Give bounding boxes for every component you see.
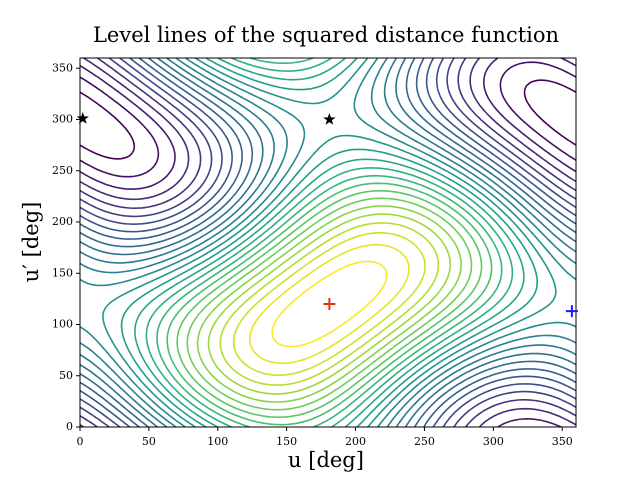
x-tick-label: 200	[345, 435, 366, 448]
x-tick-label: 100	[207, 435, 228, 448]
contour-line	[80, 58, 576, 427]
contour-line	[80, 58, 576, 427]
contour-line	[207, 213, 451, 395]
contour-line	[156, 58, 503, 427]
contour-line	[80, 58, 576, 427]
x-tick-label: 250	[414, 435, 435, 448]
contour-line	[232, 232, 426, 376]
y-tick-label: 100	[52, 318, 73, 331]
y-tick-label: 250	[52, 164, 73, 177]
contour-line	[80, 58, 576, 427]
contour-line	[120, 58, 538, 427]
y-tick-label: 350	[52, 61, 73, 74]
contour-line	[176, 190, 483, 418]
y-tick-label: 200	[52, 215, 73, 228]
plot-frame	[79, 57, 577, 428]
contour-line	[166, 182, 493, 426]
contour-line	[80, 58, 576, 427]
contour-line	[80, 58, 576, 427]
contour-line	[196, 205, 462, 403]
contour-line	[80, 58, 576, 427]
y-axis-label: u′ [deg]	[19, 202, 43, 283]
contour-line	[80, 61, 576, 178]
y-tick-label: 50	[59, 369, 73, 382]
star-marker	[323, 113, 336, 125]
contour-line	[186, 197, 473, 411]
x-tick-label: 0	[77, 435, 84, 448]
contour-line	[145, 58, 514, 427]
x-tick-label: 300	[483, 435, 504, 448]
contour-line	[80, 58, 576, 427]
contour-line	[248, 243, 410, 365]
x-tick-label: 150	[276, 435, 297, 448]
contour-line	[80, 79, 576, 160]
contour-line	[80, 58, 576, 427]
contour-line	[80, 58, 576, 427]
contour-layer	[80, 58, 576, 427]
contour-line	[80, 58, 576, 427]
y-tick-label: 300	[52, 113, 73, 126]
contour-line	[219, 222, 440, 386]
y-tick-label: 0	[66, 420, 73, 433]
contour-line	[80, 58, 576, 427]
x-tick-label: 350	[552, 435, 573, 448]
chart-title: Level lines of the squared distance func…	[93, 23, 559, 47]
plus-marker	[323, 298, 336, 310]
y-tick-label: 150	[52, 266, 73, 279]
plus-marker	[565, 305, 578, 318]
x-axis-label: u [deg]	[288, 448, 364, 472]
x-tick-label: 50	[142, 435, 156, 448]
contour-line	[102, 58, 557, 427]
contour-line	[134, 58, 525, 427]
contour-line	[271, 260, 388, 348]
star-marker	[76, 112, 89, 124]
